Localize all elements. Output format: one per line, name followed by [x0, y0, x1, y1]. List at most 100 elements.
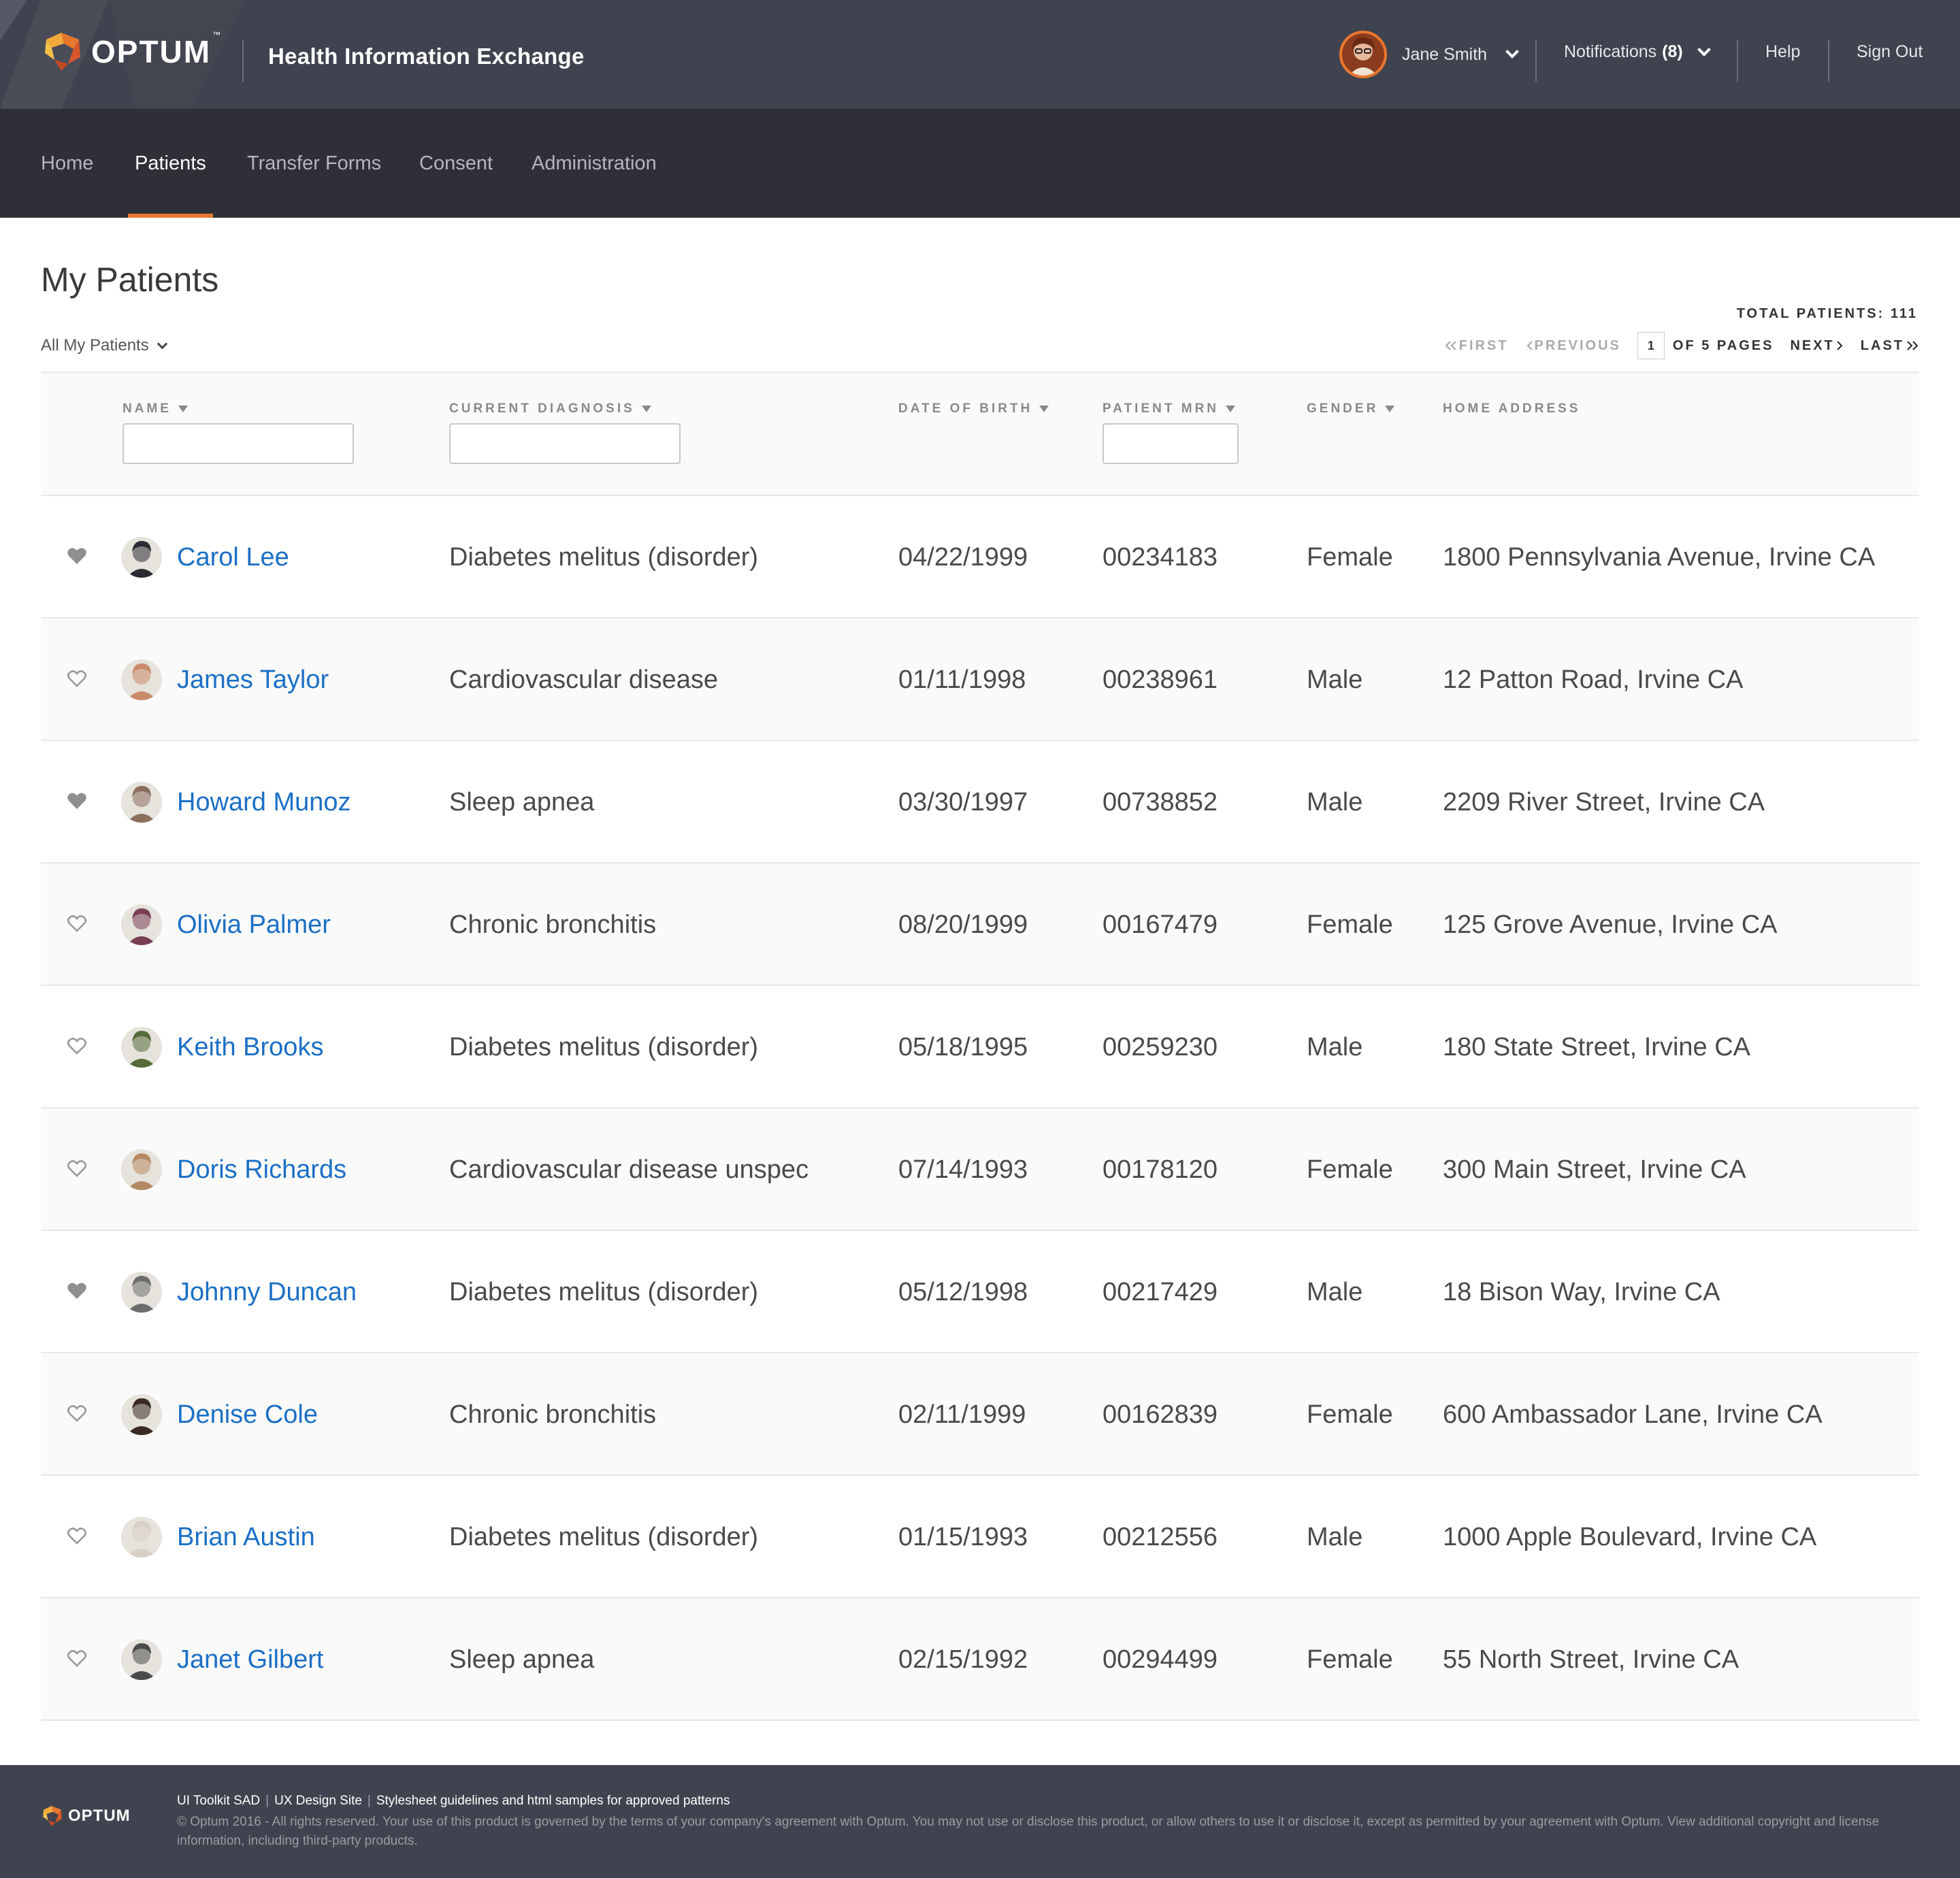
column-header-gender[interactable]: GENDER: [1307, 401, 1395, 416]
sign-out-link[interactable]: Sign Out: [1857, 42, 1923, 61]
notifications-count: (8): [1662, 42, 1683, 61]
patient-filter-dropdown[interactable]: All My Patients: [41, 336, 167, 355]
chevron-down-icon: [1697, 42, 1711, 56]
table-row[interactable]: Johnny Duncan Diabetes melitus (disorder)…: [41, 1231, 1919, 1353]
footer-logo[interactable]: OPTUM: [41, 1805, 131, 1828]
patient-name-link[interactable]: Denise Cole: [177, 1400, 318, 1429]
heart-icon[interactable]: [67, 669, 87, 688]
table-row[interactable]: Olivia Palmer Chronic bronchitis 08/20/199…: [41, 863, 1919, 986]
nav-home[interactable]: Home: [41, 152, 94, 174]
diagnosis-filter-input[interactable]: [449, 423, 681, 464]
header-divider: [1828, 39, 1829, 82]
name-filter-input[interactable]: [122, 423, 354, 464]
pagination-last-label: LAST: [1860, 337, 1904, 353]
pagination-of-pages: OF 5 PAGES: [1672, 337, 1774, 353]
notifications-label: Notifications: [1564, 42, 1657, 61]
double-chevron-left-icon: [1445, 341, 1456, 350]
patient-name-link[interactable]: Olivia Palmer: [177, 910, 331, 939]
patient-name-link[interactable]: Janet Gilbert: [177, 1645, 324, 1674]
help-link[interactable]: Help: [1765, 42, 1801, 61]
column-header-diagnosis[interactable]: CURRENT DIAGNOSIS: [449, 401, 651, 416]
column-header-name[interactable]: NAME: [122, 401, 188, 416]
column-label: GENDER: [1307, 401, 1379, 416]
sort-caret-icon[interactable]: [1226, 406, 1236, 412]
patient-gender: Male: [1307, 1278, 1363, 1306]
table-row[interactable]: Janet Gilbert Sleep apnea 02/15/1992 002944…: [41, 1598, 1919, 1721]
avatar-portrait-icon: [121, 782, 162, 823]
patient-gender: Female: [1307, 543, 1393, 572]
pagination-first[interactable]: FIRST: [1444, 338, 1509, 354]
pagination-previous[interactable]: PREVIOUS: [1525, 338, 1621, 354]
sort-caret-icon[interactable]: [1039, 406, 1049, 412]
header-divider: [1737, 39, 1738, 82]
page-number-input[interactable]: [1637, 332, 1665, 359]
nav-consent[interactable]: Consent: [419, 152, 493, 174]
pagination-previous-label: PREVIOUS: [1534, 337, 1621, 353]
nav-administration[interactable]: Administration: [532, 152, 657, 174]
table-row[interactable]: Doris Richards Cardiovascular disease uns…: [41, 1108, 1919, 1231]
nav-transfer-forms[interactable]: Transfer Forms: [247, 152, 382, 174]
footer-link-ui-toolkit[interactable]: UI Toolkit SAD: [177, 1794, 261, 1808]
heart-icon[interactable]: [67, 791, 87, 810]
table-header: NAME CURRENT DIAGNOSIS DATE OF BIRTH PAT…: [41, 372, 1919, 496]
patient-name-link[interactable]: Brian Austin: [177, 1523, 315, 1551]
patient-dob: 01/11/1998: [898, 665, 1026, 694]
table-row[interactable]: Howard Munoz Sleep apnea 03/30/1997 0073885…: [41, 741, 1919, 863]
table-body: Carol Lee Diabetes melitus (disorder) 04/2…: [41, 496, 1919, 1721]
patient-dob: 02/15/1992: [898, 1645, 1028, 1674]
table-row[interactable]: Keith Brooks Diabetes melitus (disorder) 0…: [41, 986, 1919, 1108]
heart-icon[interactable]: [67, 546, 87, 565]
table-row[interactable]: Denise Cole Chronic bronchitis 02/11/1999 0…: [41, 1353, 1919, 1476]
patient-mrn: 00234183: [1102, 543, 1218, 572]
optum-logo[interactable]: OPTUM ™: [41, 23, 220, 80]
patient-gender: Male: [1307, 1523, 1363, 1551]
patient-name-link[interactable]: Keith Brooks: [177, 1033, 324, 1061]
table-row[interactable]: James Taylor Cardiovascular disease 01/11/…: [41, 619, 1919, 741]
notifications-menu[interactable]: Notifications (8): [1564, 42, 1711, 62]
column-header-dob[interactable]: DATE OF BIRTH: [898, 401, 1049, 416]
sort-caret-icon[interactable]: [641, 406, 651, 412]
footer-link-ux-design-site[interactable]: UX Design Site: [274, 1794, 362, 1808]
patient-dob: 07/14/1993: [898, 1155, 1028, 1184]
patient-mrn: 00167479: [1102, 910, 1218, 939]
patient-mrn: 00217429: [1102, 1278, 1218, 1306]
patient-dob: 05/18/1995: [898, 1033, 1028, 1061]
sort-caret-icon[interactable]: [1385, 406, 1395, 412]
column-header-mrn[interactable]: PATIENT MRN: [1102, 401, 1236, 416]
heart-icon[interactable]: [67, 914, 87, 933]
pagination-last[interactable]: LAST: [1861, 338, 1919, 354]
patient-name-link[interactable]: James Taylor: [177, 665, 329, 694]
table-row[interactable]: Carol Lee Diabetes melitus (disorder) 04/2…: [41, 496, 1919, 619]
patient-dob: 03/30/1997: [898, 788, 1028, 817]
heart-icon[interactable]: [67, 1526, 87, 1545]
patient-name-link[interactable]: Johnny Duncan: [177, 1278, 357, 1306]
patient-gender: Female: [1307, 1155, 1393, 1184]
heart-icon[interactable]: [67, 1649, 87, 1668]
heart-icon[interactable]: [67, 1036, 87, 1055]
user-menu[interactable]: Jane Smith: [1339, 30, 1519, 79]
heart-icon[interactable]: [67, 1159, 87, 1178]
heart-icon[interactable]: [67, 1281, 87, 1300]
optum-logo-icon: [45, 33, 80, 71]
patient-diagnosis: Chronic bronchitis: [449, 910, 657, 939]
pagination-next[interactable]: NEXT: [1790, 338, 1844, 354]
footer-link-stylesheet-guidelines[interactable]: Stylesheet guidelines and html samples f…: [376, 1794, 730, 1808]
pagination: FIRST PREVIOUS OF 5 PAGES NEXT LAST: [1444, 332, 1919, 359]
patient-name-link[interactable]: Howard Munoz: [177, 788, 351, 817]
sort-caret-icon[interactable]: [178, 406, 188, 412]
nav-patients[interactable]: Patients: [128, 109, 213, 218]
mrn-filter-input[interactable]: [1102, 423, 1239, 464]
column-label: PATIENT MRN: [1102, 401, 1220, 416]
heart-icon[interactable]: [67, 1404, 87, 1423]
patient-avatar: [121, 1272, 162, 1313]
brand-trademark: ™: [212, 30, 221, 39]
patient-name-link[interactable]: Carol Lee: [177, 543, 289, 572]
patient-avatar: [121, 537, 162, 578]
patient-diagnosis: Sleep apnea: [449, 1645, 595, 1674]
table-row[interactable]: Brian Austin Diabetes melitus (disorder) 0…: [41, 1476, 1919, 1598]
chevron-left-icon: [1526, 341, 1533, 350]
patient-dob: 02/11/1999: [898, 1400, 1026, 1429]
patient-diagnosis: Diabetes melitus (disorder): [449, 543, 759, 572]
column-label: DATE OF BIRTH: [898, 401, 1033, 416]
patient-name-link[interactable]: Doris Richards: [177, 1155, 347, 1184]
